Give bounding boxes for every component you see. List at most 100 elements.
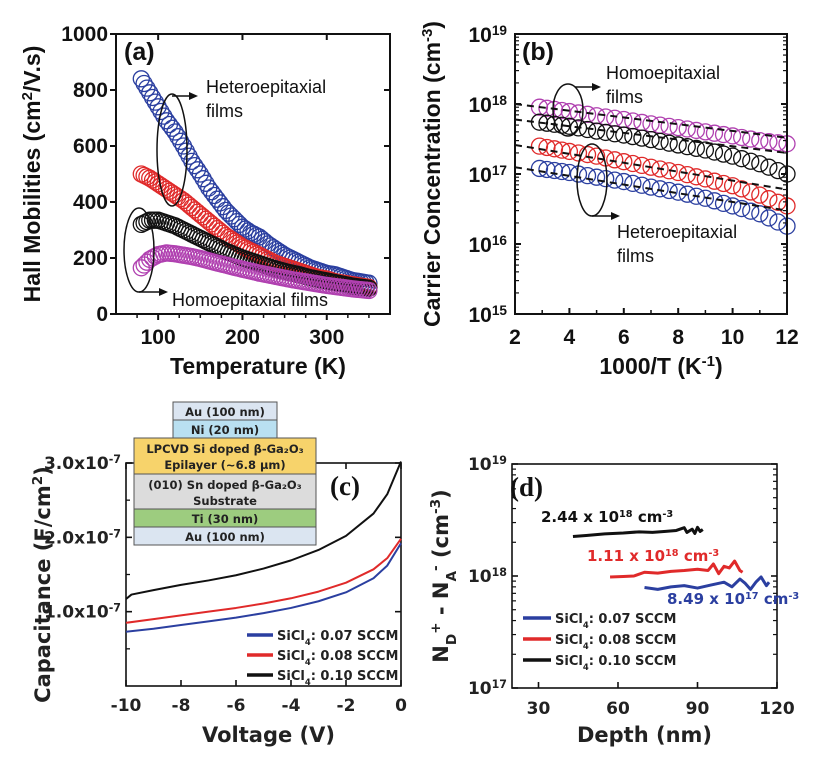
- panel-a: 100 200 300 0 200 400 600 800 1000 Temperature (K…: [19, 23, 391, 379]
- legend-label: SiCl4: 0.10 SCCM: [555, 654, 676, 672]
- series-line: [125, 538, 402, 624]
- y-axis-label-group: Hall Mobilities (cm2/V.s): [19, 46, 46, 303]
- data-point: [696, 123, 715, 141]
- data-point: [742, 130, 760, 148]
- data-point: [606, 151, 624, 169]
- x-tick-label: 60: [606, 699, 630, 719]
- x-tick-label: 0: [395, 696, 407, 716]
- data-point: [143, 88, 162, 107]
- x-tick-label: -2: [337, 696, 356, 716]
- series-line: [609, 559, 744, 579]
- fit-line: [514, 118, 788, 154]
- x-tick-label: 6: [618, 326, 630, 349]
- data-point: [687, 187, 705, 205]
- y-tick-label: 400: [73, 191, 108, 214]
- arrow-head-icon: [189, 92, 198, 100]
- series-line: [644, 575, 771, 591]
- legend-label: SiCl4: 0.08 SCCM: [277, 649, 398, 667]
- data-point: [769, 213, 787, 231]
- y-tick-label: 800: [73, 79, 108, 102]
- data-point: [714, 174, 733, 193]
- layer-label: Epilayer (~6.8 µm): [164, 458, 285, 472]
- x-tick-label: -6: [227, 696, 246, 716]
- layer-box: [133, 526, 317, 546]
- data-point: [152, 102, 170, 121]
- x-axis-label: Depth (nm): [577, 723, 712, 747]
- y-tick-label: 1019: [468, 454, 507, 476]
- x-tick-label: 8: [672, 326, 684, 349]
- data-point: [578, 120, 597, 139]
- data-point: [169, 128, 187, 146]
- data-point: [678, 120, 696, 138]
- x-tick-label: -4: [282, 696, 301, 716]
- x-tick-label: 300: [309, 326, 344, 349]
- x-axis-label: 1000/T (K-1): [599, 353, 722, 380]
- fit-line: [514, 166, 788, 212]
- inset-layer-stack: Au (100 nm) Ni (20 nm) LPCVD Si doped β-Ga…: [133, 401, 317, 546]
- annotation-ellipse: [156, 93, 188, 207]
- data-point: [733, 199, 751, 218]
- layer-label: Ti (30 nm): [192, 512, 258, 526]
- annotation-text: Homoepitaxial films: [172, 290, 328, 310]
- data-point: [180, 147, 198, 165]
- data-point: [239, 222, 257, 240]
- data-point: [723, 147, 742, 165]
- data-point: [660, 162, 678, 180]
- data-point: [530, 159, 549, 178]
- data-point: [530, 98, 549, 116]
- series-homoepitaxial-film-2: [132, 244, 378, 300]
- data-point: [642, 130, 660, 149]
- y-axis-label-group: Carrier Concentration (cm-3): [419, 21, 446, 327]
- x-tick-label: 100: [141, 326, 176, 349]
- series-line: [125, 542, 402, 633]
- annotation-ellipse: [552, 83, 584, 137]
- data-point: [705, 124, 724, 142]
- y-axis-label-group: Capacitance (F/cm2): [30, 466, 55, 703]
- legend-label: SiCl4: 0.08 SCCM: [555, 633, 676, 651]
- data-point: [642, 158, 660, 176]
- data-point: [769, 134, 787, 152]
- data-point: [660, 117, 678, 136]
- y-tick-label: 1016: [468, 233, 507, 258]
- y-tick-label: 200: [73, 247, 108, 270]
- y-tick-label: 3.0x10-7: [44, 453, 121, 475]
- y-tick-label: 1019: [468, 23, 507, 48]
- y-tick-label: 1018: [468, 93, 507, 118]
- data-point: [687, 121, 705, 140]
- annotation-text: films: [606, 87, 643, 107]
- data-point: [163, 119, 181, 137]
- arrow-head-icon: [592, 83, 601, 91]
- data-point: [560, 142, 579, 161]
- data-point: [742, 202, 760, 220]
- data-point: [545, 115, 564, 133]
- data-point: [236, 220, 254, 238]
- annotation-text: films: [617, 246, 654, 266]
- arrow-head-icon: [159, 288, 168, 296]
- data-point: [633, 129, 651, 147]
- annotation-text: Heteroepitaxial: [617, 222, 737, 242]
- data-point: [696, 170, 715, 188]
- data-point: [733, 128, 751, 147]
- data-point: [687, 139, 705, 157]
- y-tick-label: 1015: [468, 303, 507, 328]
- series-line: [572, 525, 704, 539]
- y-axis-label: Carrier Concentration (cm-3): [419, 21, 446, 327]
- legend: SiCl4: 0.07 SCCM SiCl4: 0.08 SCCM SiCl4: 0…: [523, 612, 676, 672]
- x-tick-label: 10: [721, 326, 744, 349]
- data-point: [194, 170, 212, 188]
- data-point: [751, 205, 769, 223]
- data-point: [687, 168, 705, 186]
- data-point: [669, 118, 687, 137]
- data-point: [669, 136, 687, 154]
- data-point: [553, 101, 571, 120]
- layer-label: Au (100 nm): [185, 530, 265, 544]
- data-point: [197, 174, 215, 192]
- panel-label: (d): [510, 472, 543, 502]
- y-tick-label: 1018: [468, 566, 507, 588]
- x-tick-label: 4: [564, 326, 576, 349]
- data-point: [696, 189, 715, 207]
- panel-label: (a): [124, 38, 155, 66]
- data-point: [723, 177, 742, 195]
- data-point: [651, 132, 669, 151]
- data-point: [678, 185, 696, 203]
